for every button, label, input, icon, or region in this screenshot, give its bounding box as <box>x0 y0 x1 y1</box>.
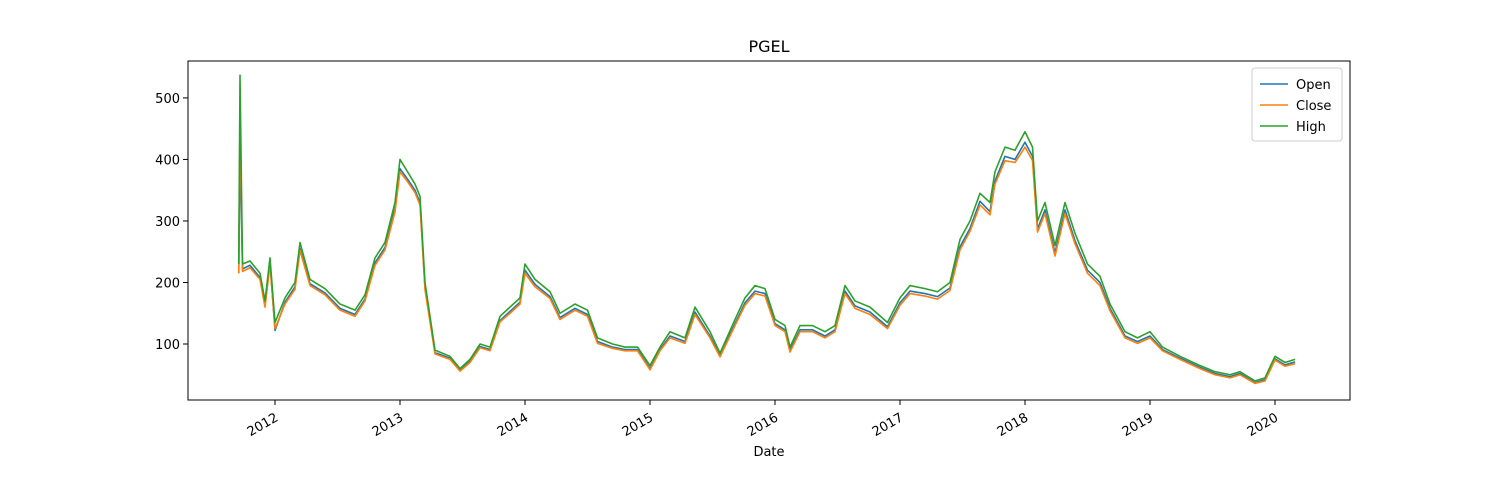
plot-frame <box>187 60 1351 401</box>
x-axis-label: Date <box>753 445 784 460</box>
y-tick-label: 500 <box>155 92 180 107</box>
x-tick-label: 2018 <box>995 410 1031 440</box>
x-tick-label: 2020 <box>1245 410 1281 440</box>
chart-title: PGEL <box>748 37 789 56</box>
x-tick-label: 2014 <box>495 410 531 440</box>
y-tick-label: 200 <box>155 276 180 291</box>
legend-box <box>1251 67 1343 142</box>
legend-label: High <box>1296 120 1326 135</box>
series-line <box>237 109 1296 385</box>
x-tick-label: 2015 <box>620 410 656 440</box>
y-tick-label: 300 <box>155 215 180 230</box>
x-tick-label: 2016 <box>745 410 781 440</box>
x-tick-label: 2013 <box>370 410 406 440</box>
x-tick-label: 2012 <box>245 410 281 440</box>
x-tick-label: 2019 <box>1120 410 1156 440</box>
y-tick-label: 100 <box>155 338 180 353</box>
legend-label: Close <box>1296 99 1331 114</box>
x-tick-label: 2017 <box>870 410 906 440</box>
series-line <box>237 74 1296 382</box>
y-tick-label: 400 <box>155 153 180 168</box>
legend: Open Close High <box>1251 67 1343 142</box>
series-line <box>237 141 1296 384</box>
legend-label: Open <box>1296 78 1331 93</box>
